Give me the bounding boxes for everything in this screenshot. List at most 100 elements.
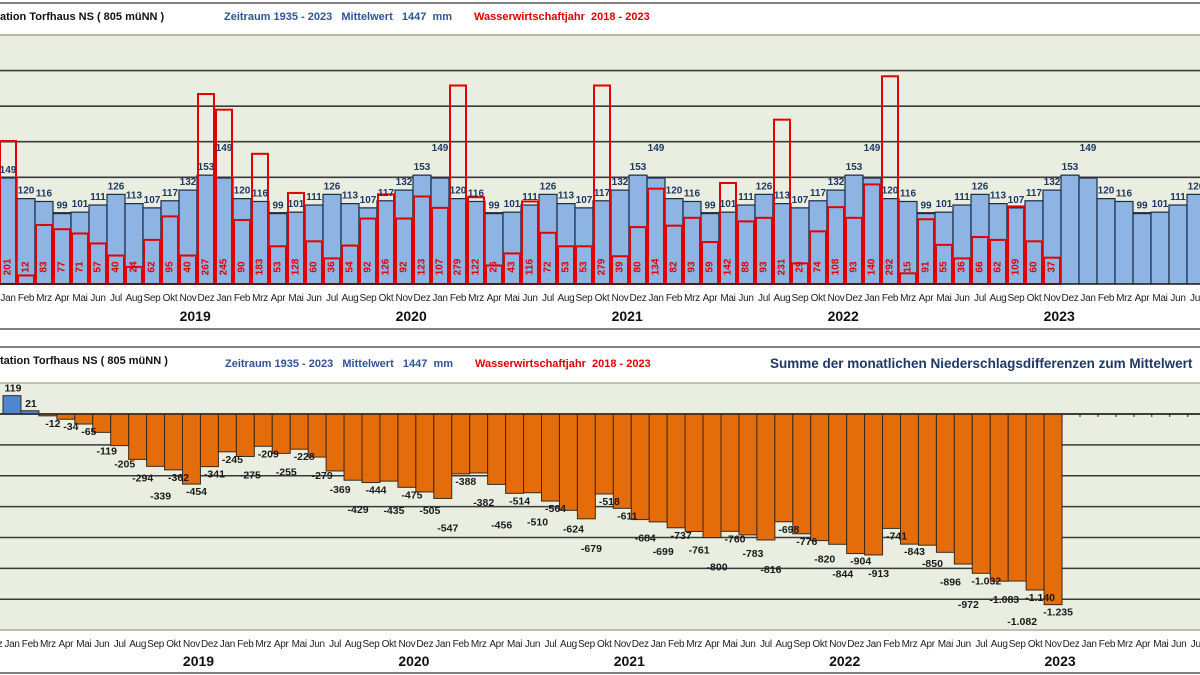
cumulative-bar — [164, 413, 184, 471]
cumulative-value-label: -369 — [330, 484, 351, 496]
cumulative-bar — [594, 413, 614, 495]
bottom-month-tick-label: Jul — [1191, 639, 1200, 650]
bottom-month-tick-label: Aug — [560, 639, 577, 650]
actual-value-label: 15 — [903, 261, 914, 273]
cumulative-value-label: -435 — [383, 505, 404, 517]
cumulative-bar — [953, 413, 973, 565]
top-month-tick-label: Okt — [811, 293, 826, 304]
mean-value-label: 99 — [272, 201, 284, 212]
bottom-month-tick-label: Feb — [453, 639, 470, 650]
mean-value-label: 113 — [990, 191, 1007, 202]
mean-value-label: 116 — [684, 188, 701, 199]
bottom-month-tick-label: Jan — [220, 639, 235, 650]
mean-value-label: 101 — [720, 199, 737, 210]
cumulative-value-label: -698 — [778, 524, 799, 536]
bottom-month-tick-label: Jun — [94, 639, 109, 650]
bottom-month-tick-label: Dez — [847, 639, 864, 650]
bottom-month-tick-label: Sep — [578, 639, 596, 650]
cumulative-bar — [882, 413, 901, 529]
cumulative-bar — [935, 413, 955, 553]
cumulative-bar — [774, 413, 794, 523]
top-month-tick-label: Jul — [974, 293, 986, 304]
top-month-tick-label: Mrz — [1116, 293, 1132, 304]
top-period-label: Zeitraum 1935 - 2023 Mittelwert 1447 mm — [224, 11, 453, 23]
top-month-tick-label: Jul — [542, 293, 554, 304]
top-month-tick-label: Mai — [504, 293, 519, 304]
actual-value-label: 53 — [579, 261, 590, 273]
actual-value-label: 279 — [453, 258, 464, 275]
cumulative-bar — [846, 413, 866, 555]
cumulative-value-label: -205 — [114, 459, 135, 471]
bottom-month-tick-label: Nov — [1045, 639, 1062, 650]
mean-value-label: 111 — [90, 192, 106, 203]
cumulative-value-label: -518 — [599, 496, 620, 508]
mean-value-label: 132 — [1044, 177, 1061, 188]
mean-value-label: 99 — [488, 201, 500, 212]
bottom-water-year-label: Wasserwirtschaftjahr 2018 - 2023 — [475, 358, 651, 370]
top-month-tick-label: Mrz — [252, 293, 268, 304]
top-month-tick-label: Jan — [648, 293, 663, 304]
bottom-period-label: Zeitraum 1935 - 2023 Mittelwert 1447 mm — [225, 358, 454, 370]
bottom-month-tick-label: Mrz — [686, 639, 702, 650]
cumulative-bar — [917, 413, 937, 546]
top-month-tick-label: Aug — [774, 293, 791, 304]
mean-value-label: 111 — [306, 192, 322, 203]
bottom-month-tick-label: Nov — [398, 639, 415, 650]
bottom-month-tick-label: Okt — [597, 639, 612, 650]
cumulative-bar — [469, 413, 489, 474]
actual-value-label: 74 — [813, 261, 824, 273]
mean-value-label: 153 — [414, 162, 431, 173]
mean-value-label: 116 — [900, 188, 917, 199]
bottom-year-label: 2021 — [614, 653, 645, 669]
cumulative-bar — [146, 413, 166, 467]
top-month-tick-label: Sep — [576, 293, 594, 304]
cumulative-bar — [1007, 413, 1027, 582]
bottom-month-tick-label: Sep — [363, 639, 381, 650]
actual-value-label: 93 — [849, 261, 860, 273]
bottom-month-tick-label: Mrz — [40, 639, 56, 650]
bottom-year-label: 2020 — [398, 653, 429, 669]
bottom-month-tick-label: Apr — [920, 639, 936, 650]
bottom-year-label: 2022 — [829, 653, 860, 669]
top-month-tick-label: Apr — [1135, 293, 1151, 304]
actual-value-label: 12 — [21, 261, 32, 273]
cumulative-bar — [702, 413, 722, 538]
bottom-month-tick-label: Okt — [812, 639, 827, 650]
top-year-label: 2019 — [180, 308, 211, 324]
actual-value-label: 83 — [39, 261, 50, 273]
bottom-month-tick-label: Jun — [310, 639, 325, 650]
cumulative-value-label: -972 — [958, 599, 979, 611]
bottom-month-tick-label: Mai — [76, 639, 91, 650]
actual-value-label: 93 — [687, 261, 698, 273]
actual-value-label: 107 — [435, 258, 446, 275]
top-year-label: 2020 — [396, 308, 427, 324]
mean-value-label: 117 — [594, 188, 611, 199]
mean-value-label: 117 — [378, 188, 395, 199]
bottom-month-tick-label: Okt — [1028, 639, 1043, 650]
cumulative-value-label: -776 — [796, 536, 817, 548]
top-month-tick-label: Jul — [110, 293, 122, 304]
top-month-tick-label: Apr — [55, 293, 71, 304]
cumulative-value-label: -119 — [97, 445, 118, 457]
cumulative-value-label: -820 — [814, 554, 835, 566]
actual-value-label: 55 — [939, 261, 950, 273]
cumulative-bar — [487, 413, 507, 485]
mean-value-label: 153 — [1062, 162, 1079, 173]
actual-value-label: 108 — [831, 258, 842, 275]
mean-bar — [1060, 174, 1080, 285]
top-month-tick-label: Aug — [342, 293, 359, 304]
cumulative-value-label: -1.083 — [989, 594, 1019, 606]
cumulative-bar — [684, 413, 704, 532]
actual-value-label: 80 — [633, 261, 644, 273]
mean-value-label: 120 — [1098, 186, 1115, 197]
cumulative-bar — [361, 413, 381, 484]
mean-bar — [1078, 177, 1098, 285]
bottom-month-tick-label: Jun — [740, 639, 755, 650]
bottom-month-tick-label: Jul — [114, 639, 126, 650]
cumulative-value-label: -913 — [868, 568, 889, 580]
actual-value-label: 54 — [345, 261, 356, 273]
cumulative-bar — [630, 413, 650, 521]
top-month-tick-label: Mai — [720, 293, 735, 304]
top-month-tick-label: Jan — [0, 293, 15, 304]
mean-value-label: 101 — [72, 199, 89, 210]
